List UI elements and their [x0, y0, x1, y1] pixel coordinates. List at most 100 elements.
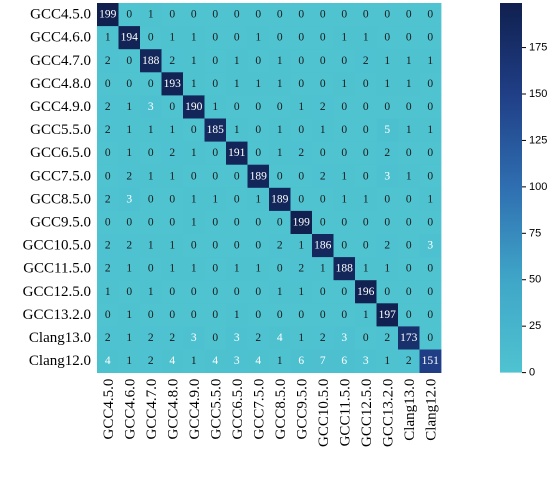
x-tick-label: GCC6.5.0	[230, 379, 246, 440]
cell-value-label: 0	[427, 78, 433, 90]
cell-value-label: 0	[212, 78, 218, 90]
cell-value-label: 1	[191, 147, 197, 159]
cell-value-label: 0	[298, 170, 304, 182]
heatmap-cell	[269, 257, 291, 281]
heatmap-cell	[398, 234, 420, 258]
x-tick-labels: GCC4.5.0 GCC4.6.0 GCC4.7.0 GCC4.8.0 GCC4.9.0…	[101, 379, 440, 447]
heatmap-cell	[290, 95, 313, 119]
heatmap-cell	[97, 141, 119, 166]
cell-value-label: 1	[234, 55, 240, 67]
heatmap-cell	[398, 118, 420, 142]
cell-value-label: 0	[277, 9, 283, 21]
cell-value-label: 1	[277, 124, 283, 136]
cell-value-label: 1	[126, 263, 132, 275]
heatmap-cell	[247, 141, 270, 166]
heatmap-cell	[226, 26, 248, 50]
heatmap-cell	[161, 326, 184, 350]
heatmap-cell	[226, 164, 248, 189]
heatmap-cell	[161, 26, 184, 50]
cell-value-label: 0	[341, 216, 347, 228]
heatmap-cell	[376, 349, 399, 373]
cell-value-label: 0	[320, 193, 326, 205]
heatmap-cell	[204, 349, 227, 373]
heatmap-cell	[97, 326, 119, 350]
heatmap-cell	[355, 280, 377, 304]
heatmap-cell	[204, 26, 227, 50]
cell-value-label: 0	[277, 32, 283, 44]
cell-value-label: 0	[341, 286, 347, 298]
cell-value-label: 0	[341, 240, 347, 252]
cell-value-label: 0	[234, 32, 240, 44]
heatmap-cell	[140, 187, 162, 212]
colorbar-tick-label: 50	[529, 274, 541, 286]
heatmap-cell	[312, 326, 334, 350]
heatmap-cell	[247, 72, 270, 96]
cell-value-label: 0	[406, 193, 412, 205]
heatmap-cell	[140, 164, 162, 189]
heatmap-cell	[398, 49, 420, 73]
cell-value-label: 2	[105, 263, 111, 275]
heatmap-cell	[269, 187, 291, 212]
heatmap-cell	[398, 141, 420, 166]
x-tick-label: Clang13.0	[402, 379, 418, 441]
cell-value-label: 4	[105, 355, 111, 367]
heatmap-cell	[398, 349, 420, 373]
cell-value-label: 0	[363, 170, 369, 182]
cell-value-label: 0	[427, 332, 433, 344]
heatmap-cell	[419, 26, 442, 50]
cell-value-label: 0	[148, 309, 154, 321]
cell-value-label: 0	[298, 78, 304, 90]
cell-value-label: 0	[298, 32, 304, 44]
heatmap-cell	[183, 326, 205, 350]
cell-value-label: 0	[406, 147, 412, 159]
colorbar-tick-label: 100	[529, 181, 547, 193]
cell-value-label: 2	[255, 332, 261, 344]
y-tick-label: GCC11.5.0	[23, 261, 91, 277]
cell-value-label: 1	[363, 263, 369, 275]
heatmap-cell	[97, 210, 119, 235]
heatmap-cell	[118, 234, 141, 258]
cell-value-label: 1	[320, 263, 326, 275]
cell-value-label: 1	[406, 124, 412, 136]
heatmap-cell	[140, 141, 162, 166]
cell-value-label: 2	[105, 124, 111, 136]
cell-value-label: 0	[148, 216, 154, 228]
cell-value-label: 0	[169, 9, 175, 21]
heatmap-cell	[118, 164, 141, 189]
heatmap-cell	[226, 349, 248, 373]
heatmap-cell	[247, 234, 270, 258]
colorbar-tick-label: 75	[529, 227, 541, 239]
cell-value-label: 0	[427, 216, 433, 228]
cell-value-label: 0	[320, 9, 326, 21]
cell-value-label: 1	[363, 32, 369, 44]
cell-value-label: 0	[298, 124, 304, 136]
colorbar-tick-label: 175	[529, 42, 547, 54]
cell-value-label: 0	[169, 309, 175, 321]
heatmap-cell	[333, 49, 356, 73]
cell-value-label: 1	[406, 55, 412, 67]
heatmap-cell	[376, 280, 399, 304]
cell-value-label: 0	[105, 147, 111, 159]
y-tick-label: GCC4.9.0	[30, 99, 91, 115]
heatmap-cell	[183, 303, 205, 327]
heatmap-cell	[419, 164, 442, 189]
cell-value-label: 7	[320, 355, 326, 367]
heatmap-cell	[269, 280, 291, 304]
heatmap-cell	[419, 257, 442, 281]
heatmap-cell	[290, 118, 313, 142]
colorbar-tick-label: 150	[529, 88, 547, 100]
heatmap-cell	[97, 72, 119, 96]
heatmap-cell	[247, 49, 270, 73]
cell-value-label: 0	[148, 193, 154, 205]
cell-value-label: 0	[384, 32, 390, 44]
heatmap-cell	[226, 95, 248, 119]
cell-value-label: 0	[427, 286, 433, 298]
cell-value-label: 1	[384, 355, 390, 367]
cell-value-label: 2	[320, 170, 326, 182]
cell-value-label: 0	[384, 9, 390, 21]
heatmap-cell	[312, 257, 334, 281]
cell-value-label: 0	[363, 101, 369, 113]
heatmap-cell	[161, 303, 184, 327]
heatmap-cell	[118, 257, 141, 281]
